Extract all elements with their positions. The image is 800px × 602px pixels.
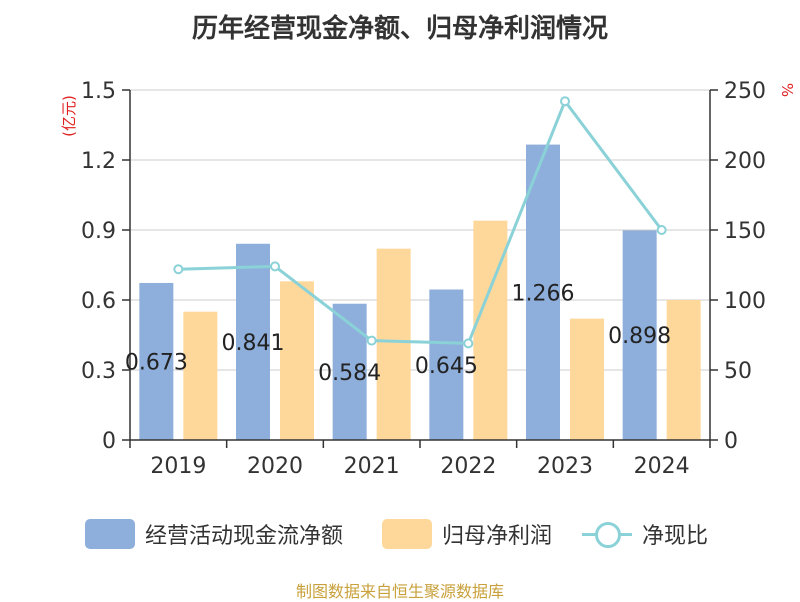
left-axis-unit: (亿元): [60, 95, 78, 137]
left-axis-tick-label: 0: [102, 429, 116, 454]
cashflow-bar: [236, 243, 270, 440]
right-axis-unit: %: [778, 83, 796, 97]
ratio-point: [463, 338, 474, 349]
legend-swatch-cashflow: [85, 519, 135, 549]
legend-swatch-net-profit: [382, 519, 432, 549]
data-labels-layer: 0.673 0.841 0.584 0.645 1.266 0.898: [125, 281, 671, 386]
right-axis-tick-label: 150: [724, 219, 766, 244]
cashflow-data-label: 0.841: [222, 331, 285, 356]
left-axis-tick-label: 0.3: [81, 359, 116, 384]
cashflow-data-label: 0.673: [125, 350, 188, 375]
cashflow-bar: [622, 230, 657, 440]
axes-layer: 0 0.3 0.6 0.9 1.2 1.5 0 50 100 150 200 250 2019 2020 2…: [81, 79, 766, 479]
ratio-point: [560, 96, 570, 107]
left-axis-tick-label: 1.5: [81, 79, 116, 104]
cashflow-bar: [526, 144, 560, 440]
right-axis-tick-label: 200: [724, 149, 766, 174]
ratio-line-layer: [173, 96, 667, 349]
bars-layer: [139, 144, 701, 440]
legend-line-marker-icon: [582, 519, 632, 549]
cashflow-data-label: 0.898: [608, 324, 671, 349]
legend-label-net-profit: 归母净利润: [442, 524, 553, 549]
legend-item-ratio[interactable]: 净现比: [582, 518, 708, 550]
source-note: 制图数据来自恒生聚源数据库: [295, 582, 504, 601]
net-profit-bar: [376, 248, 411, 440]
legend-label-cashflow: 经营活动现金流净额: [145, 524, 344, 549]
legend-item-net-profit[interactable]: 归母净利润: [382, 518, 552, 550]
net-profit-bar: [280, 281, 314, 440]
ratio-point: [366, 335, 377, 346]
cashflow-bar: [332, 303, 367, 440]
legend-item-cashflow[interactable]: 经营活动现金流净额: [85, 518, 343, 550]
right-axis-tick-label: 100: [724, 289, 766, 314]
x-axis-category-label: 2023: [537, 454, 593, 479]
cashflow-bar: [139, 282, 174, 440]
ratio-point: [656, 225, 667, 235]
net-profit-bar: [473, 220, 508, 440]
ratio-point: [270, 261, 280, 272]
left-axis-tick-label: 0.9: [81, 219, 116, 244]
right-axis-tick-label: 250: [724, 79, 766, 104]
x-axis-category-label: 2020: [247, 454, 303, 479]
legend-label-ratio: 净现比: [642, 524, 709, 549]
grid-lines: [130, 89, 710, 371]
x-axis-category-label: 2019: [150, 454, 206, 479]
cashflow-data-label: 0.584: [318, 361, 381, 386]
net-profit-bar: [666, 300, 701, 440]
left-axis-tick-label: 0.6: [81, 289, 116, 314]
net-profit-bar: [570, 318, 604, 440]
x-axis-category-label: 2021: [344, 454, 400, 479]
x-axis-category-label: 2024: [634, 454, 690, 479]
right-axis-tick-label: 0: [724, 429, 738, 454]
ratio-line: [178, 98, 663, 345]
ratio-point: [173, 264, 184, 275]
cashflow-bar: [429, 289, 464, 440]
left-axis-tick-label: 1.2: [81, 149, 116, 174]
net-profit-bar: [183, 311, 218, 440]
chart-title: 历年经营现金净额、归母净利润情况: [191, 14, 608, 44]
right-axis-tick-label: 50: [724, 359, 752, 384]
x-axis-category-label: 2022: [440, 454, 496, 479]
cashflow-data-label: 0.645: [415, 354, 478, 379]
cashflow-data-label: 1.266: [512, 281, 575, 306]
